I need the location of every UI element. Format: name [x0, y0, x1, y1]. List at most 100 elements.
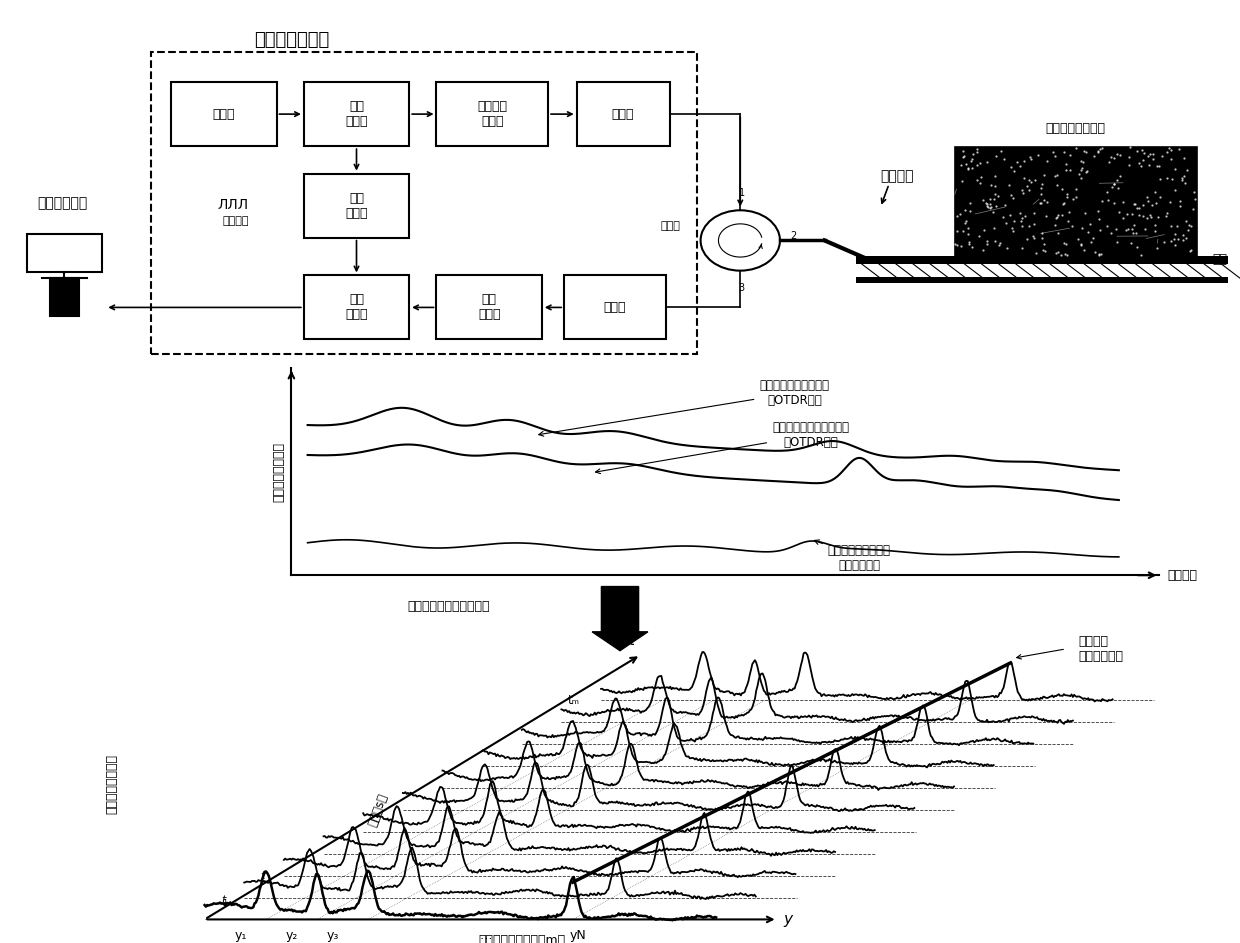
Point — [1066, 190, 1086, 205]
Point — [1004, 213, 1024, 228]
Point — [1065, 182, 1085, 197]
Point — [1157, 171, 1177, 186]
Point — [1056, 190, 1076, 205]
Bar — [955, 147, 1197, 256]
Point — [1090, 223, 1110, 238]
Point — [1047, 210, 1066, 225]
Point — [1056, 236, 1076, 251]
Point — [959, 236, 978, 251]
Point — [1109, 180, 1128, 195]
Point — [1037, 208, 1056, 223]
Point — [1117, 207, 1137, 222]
Text: 监测距离: 监测距离 — [1168, 569, 1198, 582]
Point — [954, 149, 973, 164]
Point — [971, 170, 991, 185]
Point — [1099, 155, 1118, 170]
Point — [1166, 161, 1185, 176]
Point — [991, 236, 1011, 251]
Point — [1164, 238, 1184, 253]
Point — [973, 242, 993, 257]
Point — [1071, 221, 1091, 236]
Point — [1169, 141, 1189, 157]
Point — [1120, 140, 1140, 155]
Point — [1043, 144, 1063, 159]
Point — [1111, 147, 1131, 162]
Point — [960, 195, 980, 210]
Point — [1030, 186, 1050, 201]
Point — [1135, 222, 1154, 237]
Point — [1137, 149, 1157, 164]
Point — [1142, 210, 1162, 225]
Point — [1063, 218, 1083, 233]
Point — [977, 155, 997, 170]
Point — [981, 178, 1001, 193]
Point — [1162, 143, 1182, 158]
Bar — [151, 52, 697, 354]
Text: 光时域反射光强度: 光时域反射光强度 — [105, 753, 118, 814]
Text: y₃: y₃ — [326, 930, 339, 942]
Point — [1021, 174, 1040, 190]
Point — [1157, 206, 1177, 221]
Point — [1059, 205, 1079, 220]
Point — [1149, 158, 1169, 174]
Point — [1076, 145, 1096, 160]
Point — [1081, 235, 1101, 250]
Point — [1130, 201, 1149, 216]
Point — [1131, 247, 1151, 262]
Point — [978, 199, 998, 214]
Point — [1019, 218, 1039, 233]
Point — [1178, 223, 1198, 238]
Point — [1078, 164, 1097, 179]
Point — [1122, 222, 1142, 237]
Point — [1047, 246, 1066, 261]
Point — [967, 144, 987, 159]
Point — [960, 235, 980, 250]
Point — [1132, 142, 1152, 157]
Text: 轨道: 轨道 — [1213, 253, 1228, 266]
Point — [994, 151, 1014, 166]
Point — [1019, 182, 1039, 197]
Point — [947, 208, 967, 223]
Point — [962, 160, 982, 175]
Point — [1128, 155, 1148, 170]
Point — [1032, 230, 1052, 245]
Point — [1073, 155, 1092, 170]
Point — [1140, 157, 1159, 173]
Point — [1141, 146, 1161, 161]
Point — [1125, 197, 1145, 212]
Point — [977, 196, 997, 211]
Point — [951, 239, 971, 254]
Point — [1017, 231, 1037, 246]
Point — [1173, 232, 1193, 247]
Point — [1126, 225, 1146, 240]
Text: 时间（s）: 时间（s） — [367, 791, 391, 828]
Point — [988, 238, 1008, 253]
Point — [1174, 169, 1194, 184]
Point — [1183, 201, 1203, 216]
Point — [986, 149, 1006, 164]
Point — [1066, 141, 1086, 156]
Point — [986, 198, 1006, 213]
Bar — [27, 234, 102, 272]
Point — [1089, 143, 1109, 158]
Point — [955, 202, 975, 217]
Point — [1090, 247, 1110, 262]
Point — [1146, 195, 1166, 210]
Text: ЛЛЛ: ЛЛЛ — [217, 198, 249, 211]
Point — [1055, 246, 1075, 261]
Point — [973, 192, 993, 207]
Point — [1056, 157, 1076, 172]
Point — [1092, 193, 1112, 208]
Point — [1071, 171, 1091, 186]
Text: 隔离器: 隔离器 — [611, 108, 635, 121]
Point — [997, 240, 1017, 256]
Y-axis label: 光时域反射光强度: 光时域反射光强度 — [273, 441, 286, 502]
Point — [1101, 225, 1121, 240]
Point — [1075, 206, 1095, 221]
Point — [1180, 243, 1200, 258]
Point — [1156, 208, 1176, 223]
Point — [1027, 245, 1047, 260]
Point — [967, 141, 987, 157]
Point — [1054, 144, 1074, 159]
Point — [1071, 237, 1091, 252]
